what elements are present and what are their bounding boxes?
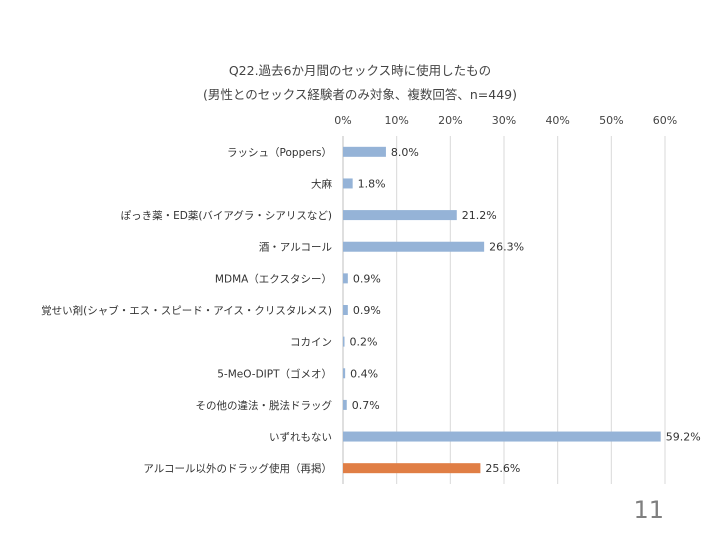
bar: [343, 273, 348, 284]
bar: [343, 431, 661, 442]
bar: [343, 146, 386, 157]
bar: [343, 241, 485, 252]
x-tick-label: 40%: [545, 114, 569, 127]
category-label: ぽっき薬・ED薬(バイアグラ・シアリスなど): [121, 209, 332, 222]
data-label: 21.2%: [462, 209, 497, 222]
category-label: 酒・アルコール: [259, 241, 332, 254]
bar: [343, 178, 353, 189]
bar: [343, 463, 481, 474]
chart-subtitle: (男性とのセックス経験者のみ対象、複数回答、n=449): [202, 87, 517, 102]
data-label: 0.7%: [352, 399, 380, 412]
category-label: 覚せい剤(シャブ・エス・スピード・アイス・クリスタルメス): [41, 304, 332, 317]
bar: [343, 305, 348, 315]
category-label: コカイン: [290, 337, 332, 349]
data-label: 0.4%: [350, 367, 378, 380]
bar: [343, 368, 346, 379]
page-number: 11: [633, 496, 664, 524]
x-tick-label: 0%: [334, 114, 351, 127]
x-tick-label: 60%: [653, 114, 677, 127]
data-label: 26.3%: [489, 241, 524, 254]
x-tick-label: 30%: [492, 114, 516, 127]
data-label: 1.8%: [358, 177, 386, 190]
bar: [343, 336, 345, 347]
data-label: 8.0%: [391, 146, 419, 159]
data-label: 0.9%: [353, 272, 381, 285]
category-label: 5-MeO-DIPT（ゴメオ）: [217, 367, 332, 380]
category-label: アルコール以外のドラッグ使用（再掲）: [143, 462, 332, 475]
category-label: いずれもない: [269, 432, 332, 444]
bar: [343, 210, 457, 221]
data-label: 0.9%: [353, 304, 381, 317]
data-label: 59.2%: [666, 431, 701, 444]
data-label: 0.2%: [350, 336, 378, 349]
category-label: ラッシュ（Poppers）: [227, 147, 332, 159]
bar: [343, 399, 347, 410]
category-label: 大麻: [311, 177, 332, 190]
chart-title: Q22.過去6か月間のセックス時に使用したもの: [228, 63, 492, 78]
category-label: MDMA（エクスタシー）: [215, 273, 332, 285]
x-tick-label: 50%: [599, 114, 623, 127]
category-label: その他の違法・脱法ドラッグ: [196, 399, 333, 412]
data-label: 25.6%: [485, 462, 520, 475]
x-tick-label: 20%: [438, 114, 462, 127]
x-tick-label: 10%: [384, 114, 408, 127]
